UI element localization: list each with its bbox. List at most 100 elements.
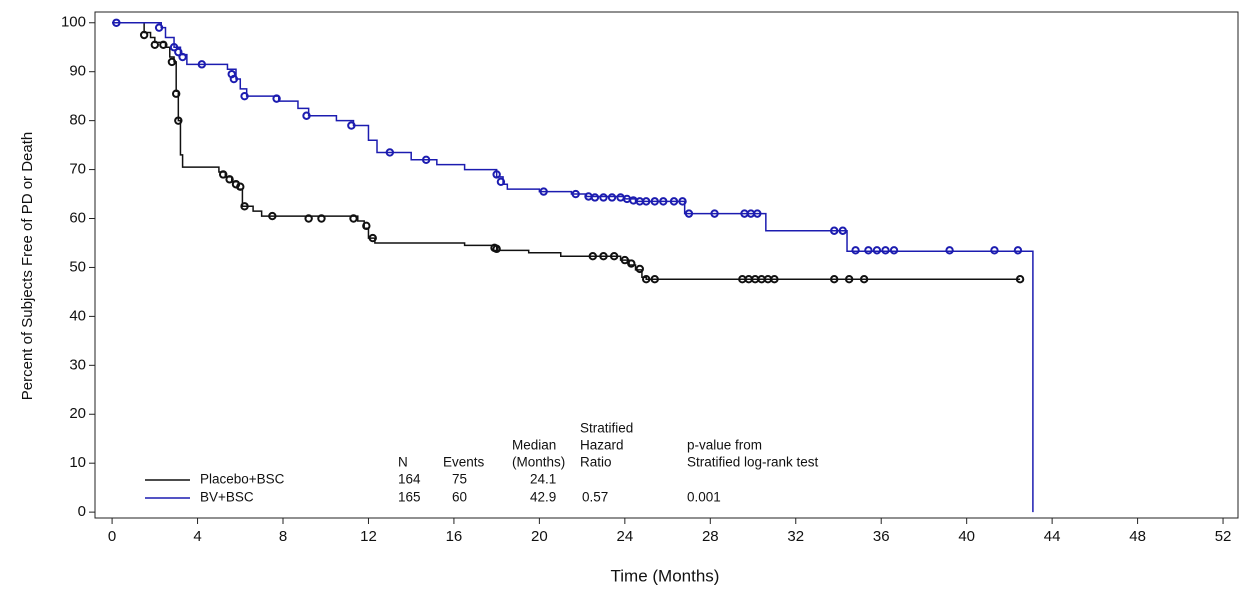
censor-mark (197, 60, 207, 69)
survival-curve (112, 22, 1034, 513)
x-axis-title: Time (Months) (611, 566, 720, 585)
censor-mark (236, 182, 245, 191)
y-tick-label: 70 (69, 161, 86, 178)
censor-mark (218, 170, 228, 179)
table-cell: 0.001 (687, 490, 721, 505)
censor-mark (859, 274, 869, 284)
censor-mark (496, 177, 506, 187)
censor-mark (642, 274, 651, 284)
censor-mark (659, 197, 668, 206)
censor-mark (178, 52, 187, 62)
censor-mark (588, 251, 597, 261)
x-tick-label: 24 (616, 528, 633, 545)
censor-mark (171, 89, 181, 98)
table-header: Stratified log-rank test (687, 455, 819, 470)
y-tick-label: 100 (61, 14, 86, 31)
censor-mark (1015, 274, 1025, 284)
censor-mark (139, 30, 149, 40)
x-tick-label: 8 (279, 528, 287, 545)
x-tick-label: 40 (958, 528, 975, 545)
censor-mark (830, 274, 839, 284)
y-tick-label: 0 (78, 503, 86, 520)
censor-mark (881, 246, 890, 255)
y-tick-label: 40 (69, 307, 86, 324)
x-tick-label: 32 (787, 528, 804, 545)
x-tick-label: 52 (1215, 528, 1232, 545)
y-tick-label: 80 (69, 112, 86, 129)
censor-mark (302, 111, 311, 120)
censor-mark (150, 40, 160, 49)
y-tick-label: 10 (69, 454, 86, 471)
censor-mark (159, 40, 168, 49)
censor-mark (349, 214, 358, 223)
censor-mark (945, 246, 954, 255)
censor-mark (609, 251, 619, 261)
censor-mark (421, 155, 431, 164)
censor-mark (539, 187, 548, 196)
censor-mark (492, 170, 501, 179)
censor-mark (669, 197, 679, 206)
x-tick-label: 28 (702, 528, 719, 545)
censor-mark (229, 74, 239, 84)
censor-mark (154, 23, 164, 32)
legend-label: BV+BSC (200, 490, 254, 505)
table-header: Stratified (580, 421, 633, 436)
censor-mark (362, 221, 371, 231)
table-cell: 165 (398, 490, 421, 505)
table-cell: 42.9 (530, 490, 556, 505)
x-tick-label: 48 (1129, 528, 1146, 545)
x-tick-label: 36 (873, 528, 890, 545)
censor-mark (642, 197, 651, 206)
y-tick-label: 30 (69, 356, 86, 373)
table-header: Ratio (580, 455, 612, 470)
x-tick-label: 12 (360, 528, 377, 545)
x-tick-label: 0 (108, 528, 116, 545)
censor-mark (272, 94, 281, 103)
table-cell: 60 (452, 490, 467, 505)
censor-mark (650, 197, 659, 206)
y-axis-title: Percent of Subjects Free of PD or Death (19, 132, 36, 400)
censor-mark (599, 251, 608, 261)
censor-mark (167, 57, 177, 67)
censor-mark (616, 193, 625, 202)
censor-mark (851, 246, 860, 255)
censor-mark (368, 233, 377, 243)
censor-mark (864, 246, 873, 255)
table-cell: 164 (398, 472, 421, 487)
table-header: Median (512, 438, 556, 453)
censor-mark (240, 202, 249, 211)
plot-frame (94, 11, 1239, 519)
censor-mark (620, 255, 630, 265)
censor-mark (240, 91, 249, 101)
censor-mark (492, 244, 501, 254)
censor-mark (347, 121, 356, 130)
censor-mark (990, 246, 999, 255)
table-header: p-value from (687, 438, 762, 453)
censor-mark (710, 209, 719, 218)
censor-mark (225, 175, 234, 184)
censor-mark (304, 214, 313, 223)
x-tick-label: 44 (1044, 528, 1061, 545)
censor-mark (844, 274, 854, 284)
y-tick-label: 90 (69, 63, 86, 80)
censor-mark (317, 214, 326, 223)
x-tick-label: 20 (531, 528, 548, 545)
survival-curve (112, 22, 1021, 280)
censor-mark (635, 264, 644, 274)
x-tick-label: 4 (193, 528, 201, 545)
censor-mark (678, 197, 687, 206)
censor-mark (112, 18, 121, 27)
table-cell: 75 (452, 472, 467, 487)
y-tick-label: 60 (69, 209, 86, 226)
censor-mark (590, 193, 600, 202)
censor-mark (268, 211, 277, 221)
censor-mark (650, 274, 659, 284)
y-tick-label: 20 (69, 405, 86, 422)
table-header: N (398, 455, 408, 470)
censor-mark (684, 209, 694, 218)
censor-mark (830, 226, 839, 235)
table-cell: 0.57 (582, 490, 608, 505)
legend-label: Placebo+BSC (200, 472, 285, 487)
